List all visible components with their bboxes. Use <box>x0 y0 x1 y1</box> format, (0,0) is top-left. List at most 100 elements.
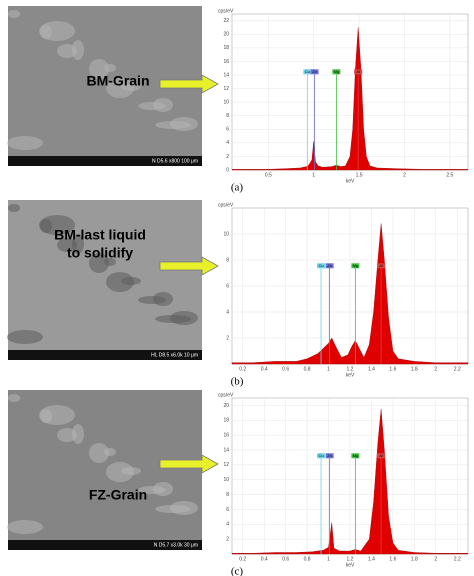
x-tick-label: 1 <box>312 172 315 178</box>
panel-label: (c) <box>231 566 244 576</box>
sem-texture <box>89 253 109 273</box>
y-tick-label: 14 <box>223 447 229 453</box>
x-tick-label: 1.8 <box>411 556 418 562</box>
x-tick-label: 1.2 <box>347 556 354 562</box>
panel-label: (b) <box>231 376 244 388</box>
element-tag <box>351 263 360 269</box>
y-tick-label: 22 <box>223 18 229 24</box>
element-label: Al <box>379 263 383 268</box>
sem-texture <box>121 467 141 475</box>
sem-texture <box>106 462 134 482</box>
element-label: Cu <box>318 453 323 458</box>
y-tick-label: 10 <box>223 100 229 106</box>
element-tag <box>325 453 334 459</box>
y-axis-label: cps/eV <box>218 8 234 14</box>
sem-scale-info: HL D8.5 x6.0k 10 μm <box>151 352 198 358</box>
sem-scale-info: N D5.7 x3.0k 30 μm <box>154 542 198 548</box>
y-tick-label: 12 <box>223 462 229 468</box>
y-tick-label: 18 <box>223 45 229 51</box>
element-label: Mg <box>353 263 359 268</box>
element-label: Zn <box>327 263 332 268</box>
x-tick-label: 0.5 <box>265 172 272 178</box>
y-tick-label: 10 <box>223 477 229 483</box>
sem-texture <box>121 83 141 91</box>
sem-texture <box>170 311 198 325</box>
spectrum-area <box>231 409 469 555</box>
y-tick-label: 8 <box>226 492 229 498</box>
y-tick-label: 2 <box>226 536 229 542</box>
sem-texture <box>57 44 77 58</box>
sem-texture <box>72 234 84 254</box>
y-tick-label: 10 <box>223 231 229 237</box>
element-label: Al <box>356 69 360 74</box>
y-tick-label: 4 <box>226 522 229 528</box>
x-tick-label: 1.6 <box>389 556 396 562</box>
panel-label: (a) <box>231 182 244 194</box>
x-tick-label: 1.4 <box>368 556 375 562</box>
image-label: FZ-Grain <box>89 487 147 503</box>
y-tick-label: 12 <box>223 86 229 92</box>
y-tick-label: 2 <box>226 335 229 341</box>
x-tick-label: 0.6 <box>282 366 289 372</box>
y-tick-label: 6 <box>226 507 229 513</box>
arrow <box>159 74 219 94</box>
x-axis-label: keV <box>346 178 355 184</box>
x-tick-label: 0.2 <box>239 556 246 562</box>
element-tag <box>351 453 360 459</box>
x-tick-label: 0.8 <box>304 366 311 372</box>
y-tick-label: 20 <box>223 403 229 409</box>
x-tick-label: 1 <box>327 556 330 562</box>
sem-texture <box>7 520 43 534</box>
sem-texture <box>153 482 173 496</box>
arrow <box>159 256 219 276</box>
sem-texture <box>8 204 20 212</box>
sem-texture <box>7 330 43 344</box>
sem-texture <box>170 117 198 131</box>
sem-texture <box>106 78 134 98</box>
x-tick-label: 2.2 <box>454 366 461 372</box>
x-tick-label: 2 <box>403 172 406 178</box>
x-tick-label: 0.4 <box>261 556 268 562</box>
sem-texture <box>39 405 75 425</box>
arrow <box>159 454 219 474</box>
element-tag <box>317 453 326 459</box>
element-tag <box>354 69 363 75</box>
element-label: Mg <box>353 453 359 458</box>
sem-texture <box>72 40 84 60</box>
x-axis-label: keV <box>346 562 355 568</box>
element-tag <box>303 69 312 75</box>
y-tick-label: 4 <box>226 140 229 146</box>
element-tag <box>317 263 326 269</box>
y-tick-label: 0 <box>226 167 229 173</box>
x-tick-label: 2 <box>434 366 437 372</box>
y-tick-label: 20 <box>223 32 229 38</box>
sem-footer <box>8 540 202 550</box>
spectrum-area <box>231 223 469 365</box>
x-tick-label: 0.4 <box>261 366 268 372</box>
y-tick-label: 6 <box>226 283 229 289</box>
sem-texture <box>89 59 109 79</box>
y-tick-label: 14 <box>223 72 229 78</box>
y-tick-label: 8 <box>226 113 229 119</box>
panel: N D5.7 x3.0k 30 μmFZ-Grain24681012141618… <box>7 390 469 576</box>
sem-texture <box>89 443 109 463</box>
sem-texture <box>57 238 77 252</box>
y-axis-label: cps/eV <box>218 202 234 208</box>
y-tick-label: 18 <box>223 418 229 424</box>
element-label: Al <box>379 453 383 458</box>
sem-texture <box>8 394 20 402</box>
element-tag <box>310 69 319 75</box>
x-tick-label: 0.2 <box>239 366 246 372</box>
x-tick-label: 1 <box>327 366 330 372</box>
sem-footer <box>8 350 202 360</box>
element-label: Cu <box>305 69 310 74</box>
x-tick-label: 1.4 <box>368 366 375 372</box>
element-label: Zn <box>312 69 317 74</box>
y-tick-label: 16 <box>223 59 229 65</box>
sem-texture <box>39 215 75 235</box>
element-tag <box>325 263 334 269</box>
x-tick-label: 2.2 <box>454 556 461 562</box>
image-label: BM-Grain <box>87 73 150 89</box>
element-tag <box>377 263 386 269</box>
